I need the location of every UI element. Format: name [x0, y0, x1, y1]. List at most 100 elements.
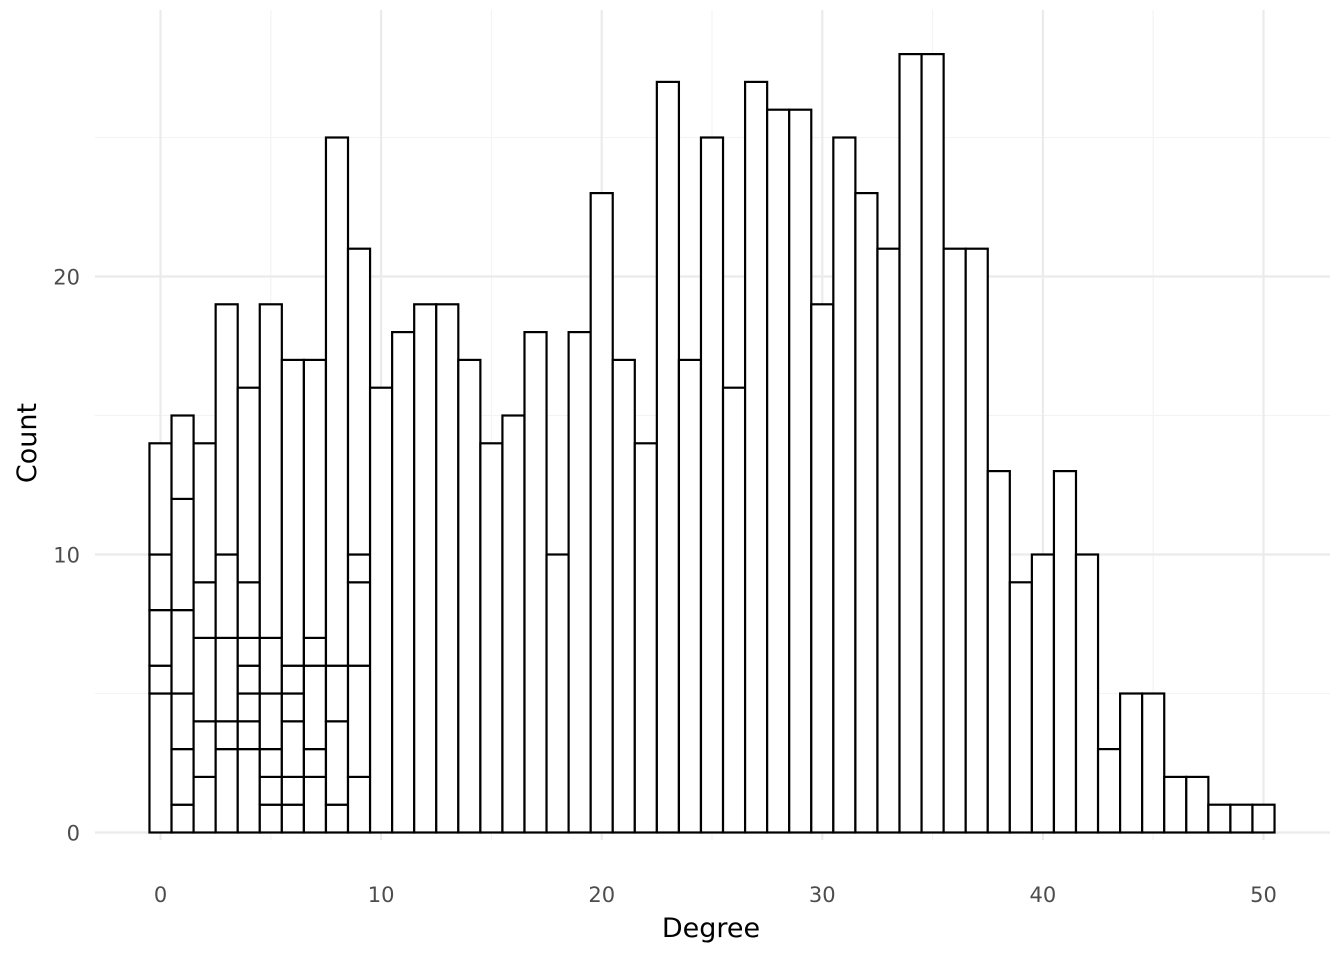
bar-segment — [324, 664, 350, 723]
bar-segment — [346, 775, 372, 834]
bar-segment — [611, 358, 636, 834]
bar-segment — [214, 303, 239, 556]
bar-segment — [1096, 747, 1122, 834]
bar-segment — [677, 358, 703, 834]
bar-segment — [721, 386, 747, 834]
bar-segment — [214, 636, 239, 723]
x-tick-label: 50 — [1250, 883, 1277, 907]
x-tick-labels: 0 10 20 30 40 50 — [154, 883, 1277, 907]
bar-segment — [942, 247, 967, 834]
bar-segment — [964, 247, 989, 834]
bar-segment — [192, 581, 217, 639]
bar-segment — [1030, 553, 1056, 834]
bar-segment — [1207, 803, 1232, 834]
bar-segment — [192, 720, 217, 778]
bar-segment — [1251, 803, 1276, 834]
bar-segment — [280, 358, 305, 667]
bar-segment — [258, 636, 283, 695]
bar-segment — [170, 747, 195, 806]
bar-segment — [302, 358, 328, 639]
bar-segment — [1074, 553, 1100, 834]
bar-segment — [633, 442, 658, 834]
bar-segment — [324, 720, 350, 806]
y-tick-labels: 0 10 20 — [53, 266, 80, 846]
bar-segment — [302, 664, 328, 751]
bar-segment — [258, 303, 283, 639]
bar-segment — [170, 692, 195, 751]
bar-segment — [766, 108, 791, 834]
bar-segment — [192, 775, 217, 834]
bar-segment — [236, 692, 261, 723]
bar-segment — [1229, 803, 1254, 834]
bar-segment — [302, 775, 328, 834]
bar-segment — [391, 331, 416, 834]
bar-segment — [1185, 775, 1210, 834]
bar-segment — [280, 803, 305, 834]
x-tick-label: 10 — [368, 883, 395, 907]
x-tick-label: 30 — [809, 883, 836, 907]
bar-segment — [192, 442, 217, 584]
bar-segment — [346, 581, 372, 667]
bar-segment — [214, 553, 239, 640]
bar-segment — [545, 553, 570, 834]
bar-segment — [236, 664, 261, 695]
bar-segment — [148, 664, 173, 695]
bar-segment — [192, 636, 217, 723]
bar-segment — [170, 497, 195, 612]
bar-segment — [435, 303, 460, 834]
bars — [148, 52, 1276, 834]
bar-segment — [986, 470, 1011, 834]
bar-segment — [148, 553, 173, 612]
x-tick-label: 20 — [588, 883, 615, 907]
bar-segment — [236, 747, 261, 834]
bar-segment — [413, 303, 438, 834]
bar-segment — [1163, 775, 1188, 834]
bar-segment — [148, 692, 173, 834]
bar-segment — [523, 331, 548, 834]
bar-segment — [1008, 581, 1033, 834]
bar-segment — [236, 636, 261, 667]
bar-segment — [258, 692, 283, 751]
bar-segment — [302, 636, 328, 667]
bar-segment — [258, 775, 283, 806]
bar-segment — [170, 414, 195, 501]
bar-segment — [876, 247, 901, 834]
bar-segment — [324, 136, 350, 667]
bar-segment — [788, 108, 813, 834]
bar-segment — [854, 192, 879, 834]
bar-segment — [280, 664, 305, 695]
bar-segment — [280, 775, 305, 806]
bar-segment — [567, 331, 592, 834]
bar-segment — [214, 747, 239, 834]
bar-segment — [832, 136, 857, 834]
bar-segment — [346, 553, 372, 584]
bar-segment — [1141, 692, 1166, 834]
bar-segment — [258, 747, 283, 778]
bar-segment — [324, 803, 350, 834]
x-tick-label: 0 — [154, 883, 167, 907]
bar-segment — [148, 442, 173, 556]
bar-segment — [302, 747, 328, 778]
bar-segment — [148, 608, 173, 667]
bar-segment — [457, 358, 482, 834]
y-tick-label: 10 — [53, 544, 80, 568]
y-axis-title: Count — [12, 403, 43, 483]
y-tick-label: 0 — [67, 822, 80, 846]
bar-segment — [501, 414, 526, 834]
bar-segment — [589, 192, 614, 834]
x-tick-label: 40 — [1030, 883, 1057, 907]
bar-segment — [368, 386, 394, 834]
bar-segment — [280, 692, 305, 723]
bar-segment — [346, 247, 372, 556]
bar-segment — [920, 52, 945, 834]
bar-segment — [280, 720, 305, 778]
bar-segment — [236, 581, 261, 639]
bar-segment — [236, 720, 261, 751]
bar-segment — [810, 303, 835, 834]
bar-segment — [170, 608, 195, 695]
bar-segment — [898, 52, 923, 834]
bar-segment — [699, 136, 725, 834]
bar-segment — [214, 720, 239, 751]
bar-segment — [258, 803, 283, 834]
